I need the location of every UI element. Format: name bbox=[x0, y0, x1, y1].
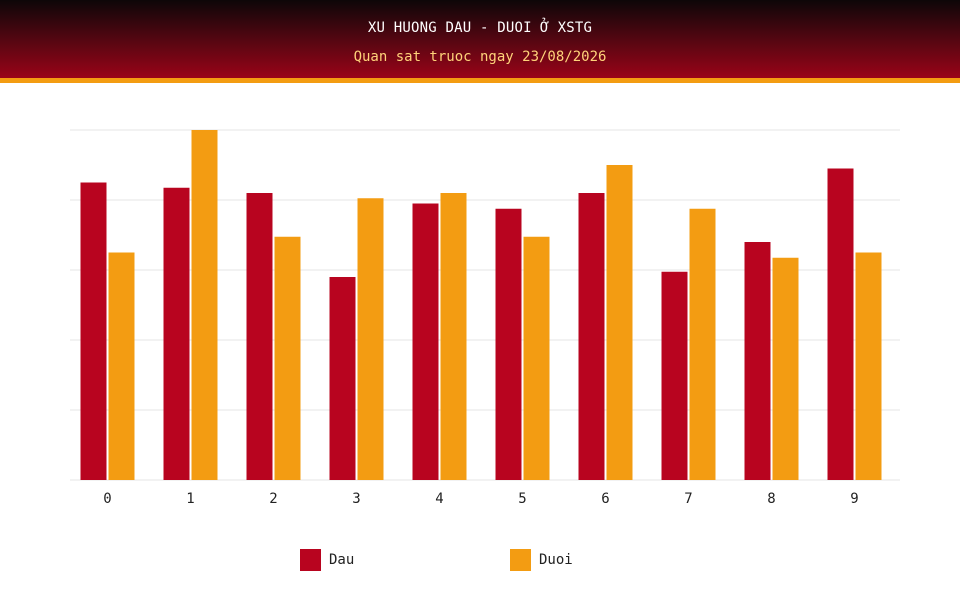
x-tick-label: 1 bbox=[186, 491, 194, 507]
x-tick-label: 7 bbox=[684, 491, 692, 507]
bar-duoi-8 bbox=[772, 257, 799, 480]
bar-duoi-2 bbox=[274, 236, 301, 480]
bar-duoi-4 bbox=[440, 193, 467, 480]
chart-title: XU HUONG DAU - DUOI Ở XSTG bbox=[367, 20, 593, 36]
bar-chart: 0 1 2 3 4 5 6 7 8 9 bbox=[70, 129, 900, 507]
legend-swatch-duoi bbox=[510, 549, 531, 571]
bar-duoi-9 bbox=[855, 252, 882, 480]
bar-dau-3 bbox=[329, 277, 356, 480]
bar-duoi-6 bbox=[606, 165, 633, 480]
x-tick-label: 0 bbox=[103, 491, 111, 507]
legend: Dau Duoi bbox=[0, 549, 960, 573]
legend-label-duoi: Duoi bbox=[539, 552, 573, 568]
bar-duoi-0 bbox=[108, 252, 135, 480]
legend-swatch-dau bbox=[300, 549, 321, 571]
x-tick-label: 3 bbox=[352, 491, 360, 507]
bar-dau-1 bbox=[163, 187, 190, 480]
bar-dau-2 bbox=[246, 193, 273, 480]
x-tick-label: 5 bbox=[518, 491, 526, 507]
bar-duoi-5 bbox=[523, 236, 550, 480]
bar-dau-5 bbox=[495, 208, 522, 480]
bar-dau-7 bbox=[661, 271, 688, 480]
x-tick-label: 2 bbox=[269, 491, 277, 507]
legend-label-dau: Dau bbox=[329, 552, 355, 568]
chart-header: XU HUONG DAU - DUOI Ở XSTG Quan sat truo… bbox=[0, 0, 960, 83]
bar-dau-0 bbox=[80, 182, 107, 480]
bar-dau-8 bbox=[744, 242, 771, 480]
x-tick-label: 9 bbox=[850, 491, 858, 507]
bar-dau-6 bbox=[578, 193, 605, 480]
bar-dau-4 bbox=[412, 203, 439, 480]
chart-subtitle: Quan sat truoc ngay 23/08/2026 bbox=[353, 49, 607, 65]
bar-duoi-1 bbox=[191, 130, 218, 480]
bar-duoi-3 bbox=[357, 198, 384, 480]
x-tick-label: 8 bbox=[767, 491, 775, 507]
x-tick-label: 6 bbox=[601, 491, 609, 507]
bar-duoi-7 bbox=[689, 208, 716, 480]
x-tick-label: 4 bbox=[435, 491, 443, 507]
bar-dau-9 bbox=[827, 168, 854, 480]
